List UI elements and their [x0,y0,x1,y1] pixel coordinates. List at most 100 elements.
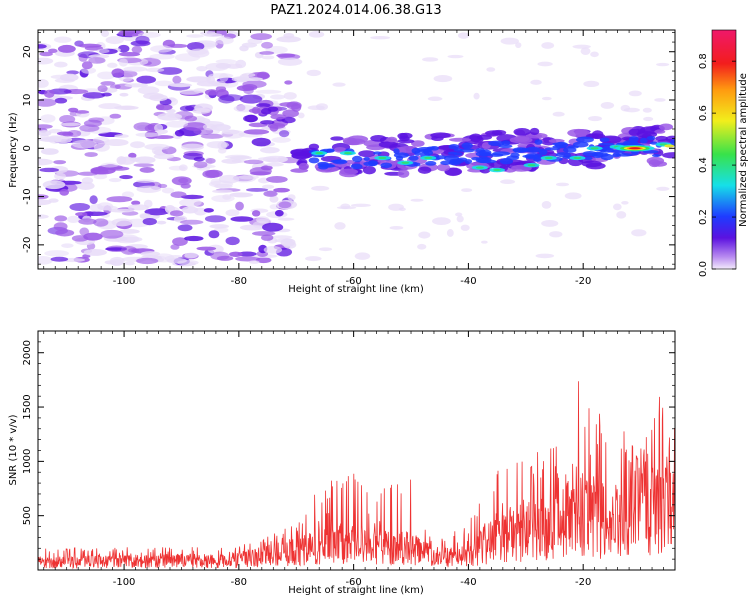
heatmap-blob [339,168,359,175]
snr-panel: -100 -80 -60 -40 -20 500 1000 1500 2000 Height … [8,330,676,596]
heatmap-blob [69,202,91,212]
heatmap-blob [209,224,230,229]
heatmap-blob [541,42,555,49]
heatmap-blob [362,165,376,175]
heatmap-blob [179,219,204,225]
heatmap-blob [354,252,371,260]
heatmap-blob [244,114,258,123]
colorbar-tick-label: 0.0 [698,261,709,277]
heatmap-blob [116,156,127,165]
heatmap-blob [249,166,272,176]
y-tick-label: -10 [22,188,33,204]
colorbar-tick-label: 0.6 [698,105,709,121]
heatmap-blob [243,129,270,135]
heatmap-blob [473,92,480,100]
heatmap-blob [342,137,357,144]
heatmap-blob [370,36,391,40]
heatmap-blob [440,160,452,166]
heatmap-blob [131,45,143,54]
heatmap-blob [621,200,629,205]
heatmap-blob [43,89,55,98]
heatmap-blob [332,82,346,87]
heatmap-blob [89,195,98,205]
heatmap-blob [269,123,279,132]
heatmap-blob [583,156,593,161]
heatmap-blob [541,220,559,227]
heatmap-blob [200,133,224,139]
heatmap-blob [448,137,471,142]
heatmap-blob [291,153,313,159]
heatmap-blob [40,114,56,123]
heatmap-blob [100,229,124,239]
heatmap-blob [44,250,70,257]
heatmap-blob [256,71,270,79]
heatmap-blob [78,218,97,225]
snr-y-label: SNR (10 * v/v) [8,414,19,485]
heatmap-blob [133,163,154,168]
heatmap-blob [144,208,170,216]
heatmap-blob [111,68,125,78]
heatmap-blob [129,157,141,162]
heatmap-blob [573,156,582,160]
heatmap-blob [287,194,296,201]
heatmap-blob [269,204,280,210]
heatmap-blob [170,191,187,198]
heatmap-blob [50,256,69,262]
heatmap-blob [180,194,204,200]
heatmap-blob [652,154,661,158]
spectrogram-frame [37,29,676,270]
heatmap-blob [100,30,110,38]
heatmap-blob [40,148,59,155]
x-tick-label: -40 [460,276,476,287]
heatmap-blob [124,261,135,266]
heatmap-blob [628,147,641,150]
heatmap-blob [524,153,543,160]
heatmap-blob [79,124,100,132]
heatmap-blob [217,141,227,151]
heatmap-blob [308,30,325,38]
heatmap-blob [142,217,157,226]
heatmap-blob [492,151,511,156]
heatmap-blob [196,246,217,251]
heatmap-blob [263,190,278,197]
heatmap-blob [350,163,363,170]
heatmap-blob [38,57,54,65]
heatmap-blob [662,152,675,159]
heatmap-blob [165,120,189,128]
heatmap-blob [104,260,116,265]
heatmap-blob [119,92,129,97]
heatmap-blob [278,201,292,209]
heatmap-blob [242,84,258,91]
heatmap-blob [453,148,463,152]
heatmap-blob [167,43,188,48]
heatmap-blob [54,215,68,222]
heatmap-blob [150,45,173,53]
heatmap-blob [130,141,145,149]
heatmap-blob [478,149,492,156]
heatmap-blob [54,61,68,68]
heatmap-blob [121,191,135,199]
heatmap-blob [563,147,577,153]
heatmap-blob [408,155,419,161]
heatmap-blob [136,185,162,193]
heatmap-blob [161,187,175,194]
heatmap-blob [525,146,541,153]
x-tick-label: -80 [231,276,247,287]
heatmap-blob [200,31,217,36]
heatmap-blob [97,71,116,80]
heatmap-blob [241,42,258,48]
colorbar-tick-label: 0.2 [698,209,709,225]
heatmap-blob [582,150,598,157]
heatmap-blob [203,208,214,213]
heatmap-blob [513,127,531,136]
heatmap-blob [38,255,53,265]
heatmap-blob [101,162,119,168]
heatmap-blob [136,75,157,84]
heatmap-blob [139,166,155,173]
heatmap-blob [410,198,424,202]
heatmap-blob [136,257,159,265]
heatmap-blob [67,215,80,224]
heatmap-blob [120,246,138,255]
heatmap-blob [219,73,229,82]
